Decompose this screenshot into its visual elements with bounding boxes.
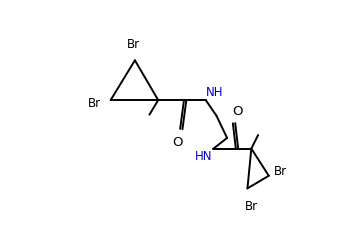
Text: NH: NH xyxy=(206,85,224,99)
Text: Br: Br xyxy=(245,200,258,213)
Text: Br: Br xyxy=(126,38,140,51)
Text: O: O xyxy=(172,136,182,149)
Text: O: O xyxy=(232,105,242,117)
Text: HN: HN xyxy=(195,150,213,163)
Text: Br: Br xyxy=(274,165,287,178)
Text: Br: Br xyxy=(88,98,101,110)
